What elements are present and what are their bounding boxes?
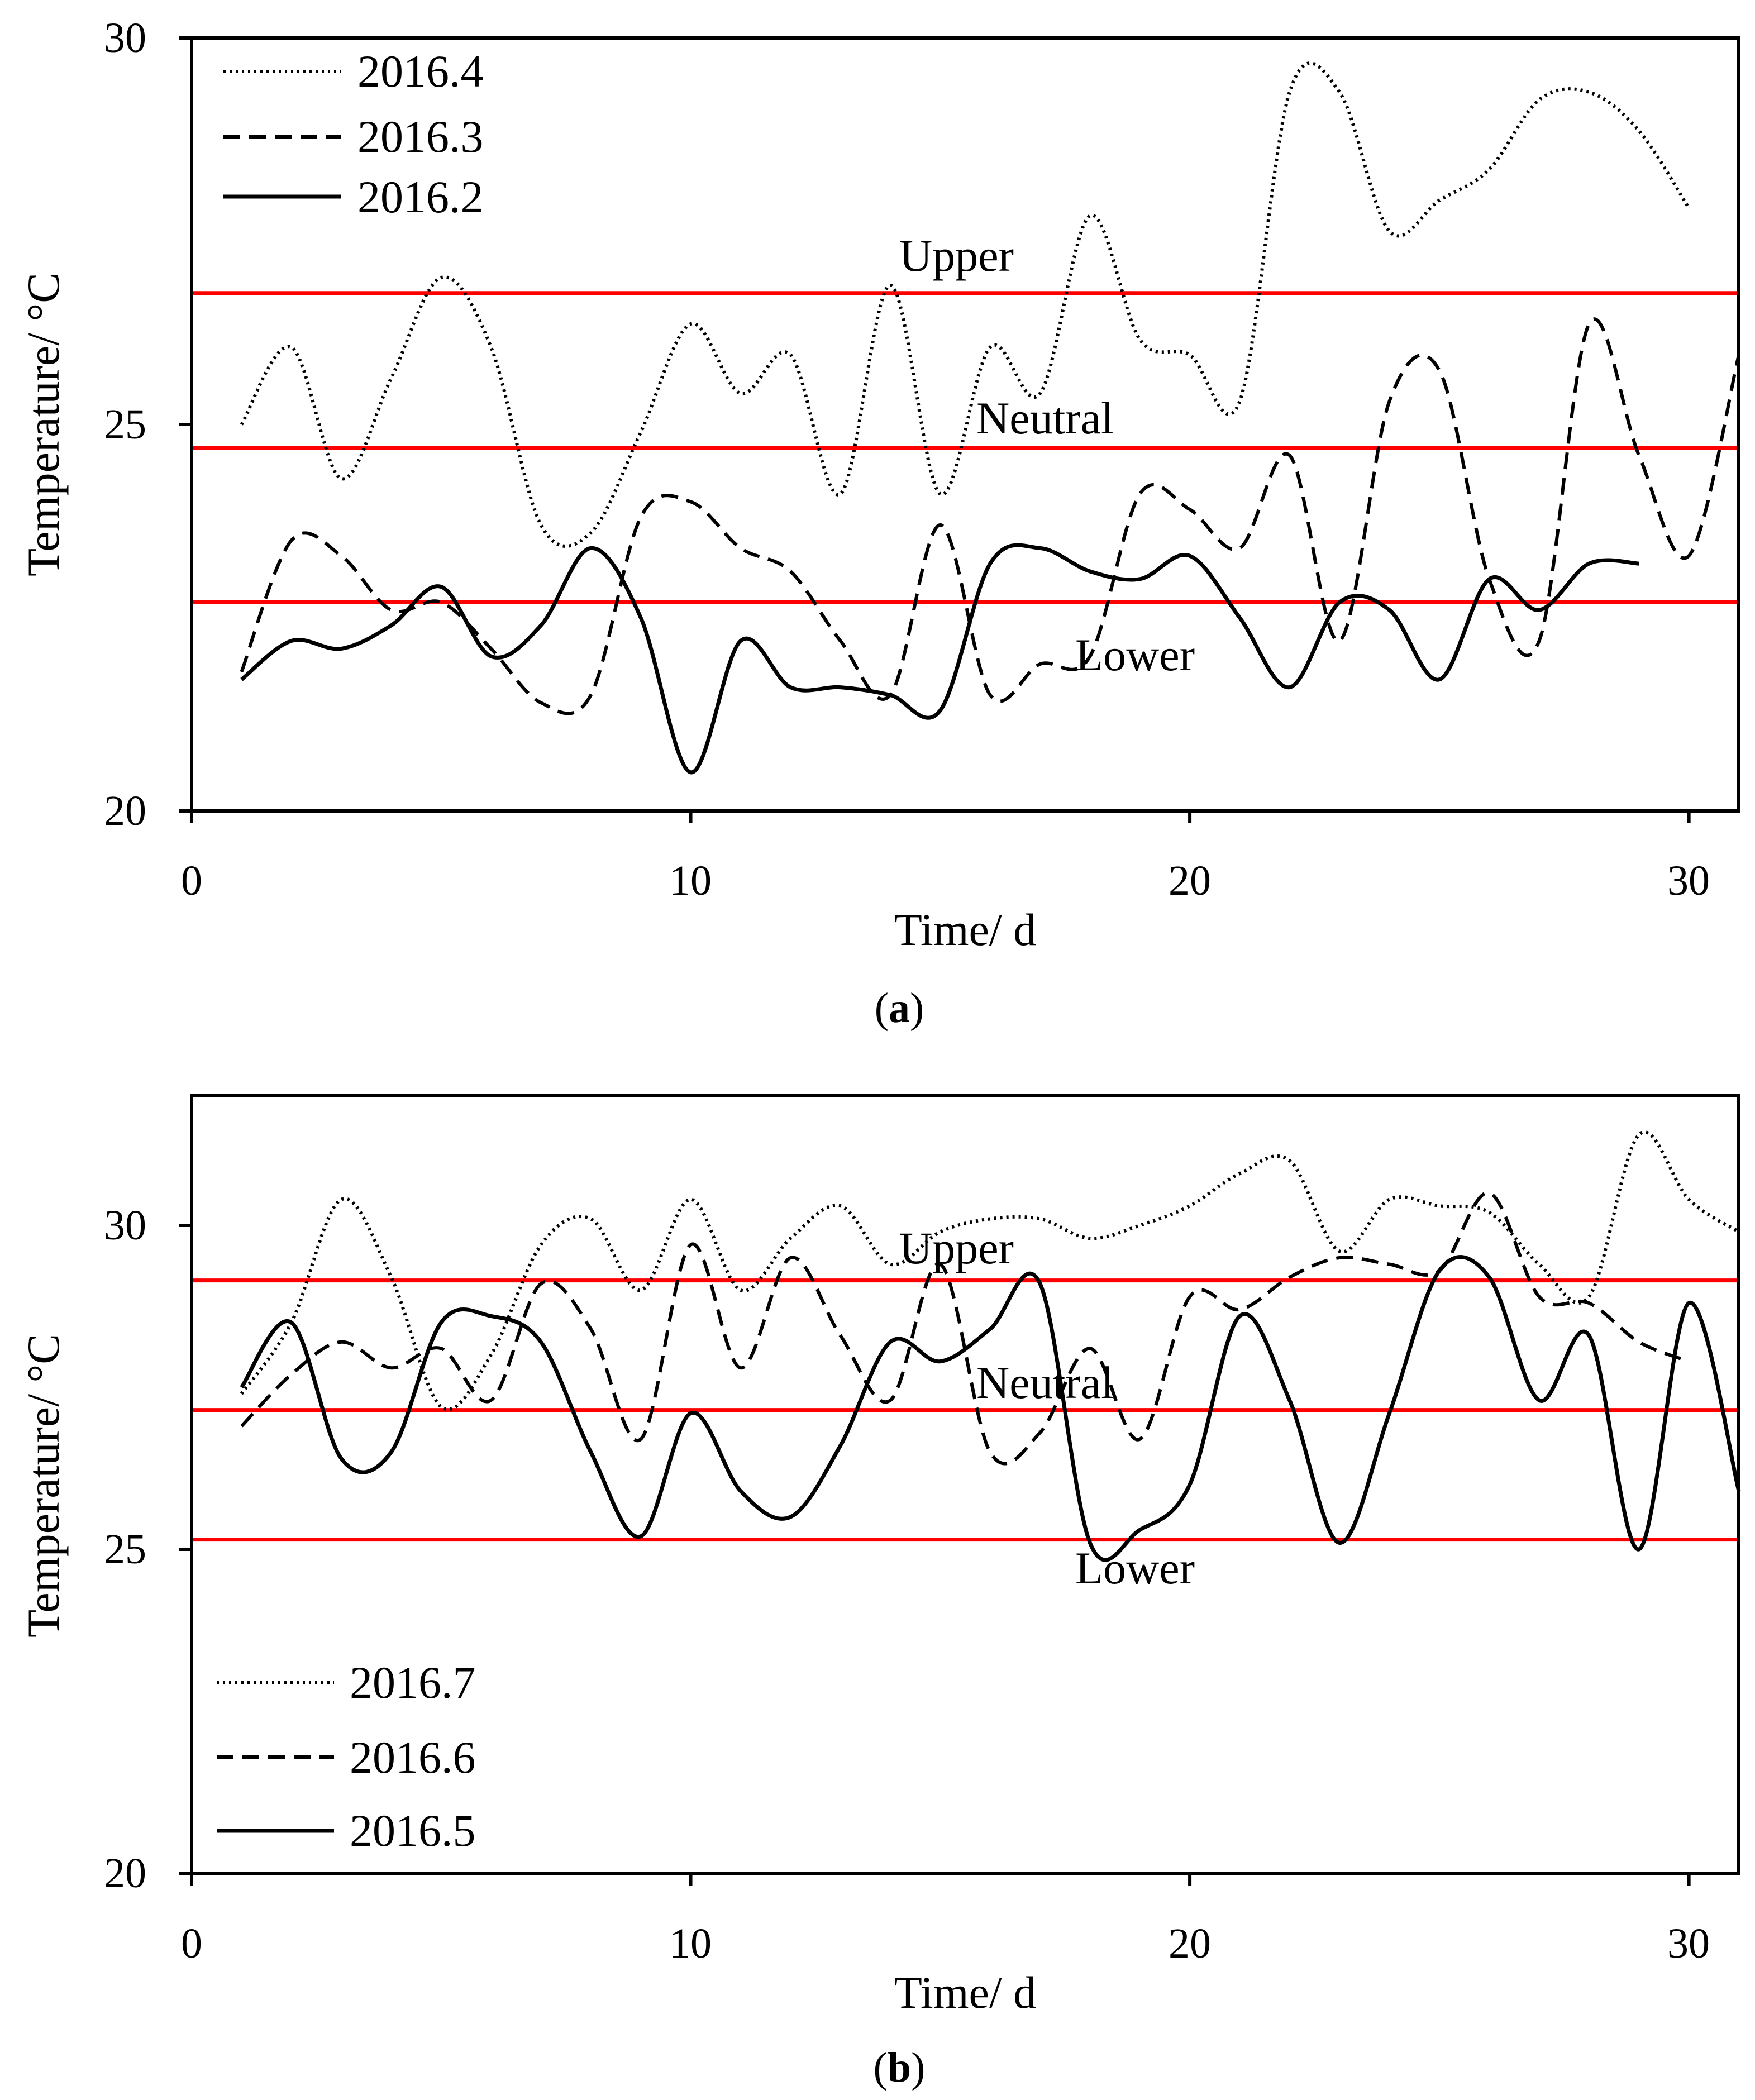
- series-line-2016.6: [240, 1191, 1690, 1466]
- legend-label: 2016.6: [350, 1732, 476, 1783]
- legend-label: 2016.3: [357, 111, 484, 162]
- caption-letter: b: [888, 2044, 911, 2091]
- x-tick-label: 20: [1169, 1920, 1211, 1967]
- x-tick-label: 0: [181, 1920, 202, 1967]
- caption-open: (: [874, 2044, 888, 2091]
- legend-label: 2016.5: [350, 1805, 476, 1856]
- comfort-lines: [192, 291, 1739, 604]
- x-axis-title: Time/ d: [894, 904, 1036, 955]
- comfort-label-upper: Upper: [899, 1223, 1014, 1273]
- x-tick-label: 10: [669, 1920, 712, 1967]
- y-tick-label: 30: [104, 1202, 146, 1249]
- y-axis-title: Temperature/ °C: [18, 273, 69, 576]
- y-axis-title: Temperature/ °C: [18, 1334, 69, 1638]
- x-tick-label: 0: [181, 857, 202, 904]
- caption-close: ): [910, 985, 924, 1032]
- comfort-label-lower: Lower: [1075, 629, 1195, 680]
- y-tick-label: 20: [104, 1850, 146, 1897]
- x-tick-label: 20: [1169, 857, 1211, 904]
- caption-open: (: [875, 985, 889, 1032]
- y-tick-label: 30: [104, 15, 146, 61]
- series-lines: [240, 61, 1740, 775]
- caption-close: ): [911, 2044, 925, 2091]
- panel-caption: (a): [875, 985, 924, 1032]
- x-tick-label: 30: [1667, 1920, 1710, 1967]
- panel-caption: (b): [874, 2044, 926, 2091]
- series-line-2016.5: [240, 1255, 1741, 1562]
- series-line-2016.2: [240, 543, 1639, 775]
- comfort-label-upper: Upper: [899, 230, 1014, 281]
- caption-letter: a: [889, 985, 910, 1032]
- x-tick-label: 10: [669, 857, 712, 904]
- comfort-label-lower: Lower: [1075, 1543, 1195, 1593]
- x-axis-title: Time/ d: [894, 1967, 1036, 2018]
- comfort-lines: [192, 1278, 1739, 1542]
- comfort-label-neutral: Neutral: [976, 1357, 1114, 1408]
- comfort-label-neutral: Neutral: [976, 393, 1114, 443]
- y-tick-label: 20: [104, 787, 146, 834]
- legend-label: 2016.4: [357, 46, 484, 97]
- panel-b: 20 25 30 0 10 20 30 Time/ d Temperature/…: [18, 1094, 1741, 2091]
- panel-a: 20 25 30 0 10 20 30 Time/ d Temperature/…: [18, 15, 1740, 1032]
- y-tick-label: 25: [104, 1526, 146, 1573]
- x-tick-label: 30: [1667, 857, 1710, 904]
- plot-frame: [190, 1094, 1740, 1875]
- legend-label: 2016.2: [357, 171, 484, 222]
- legend-label: 2016.7: [350, 1657, 476, 1708]
- series-line-2016.3: [240, 317, 1740, 715]
- tick-marks: [179, 1224, 1691, 1886]
- y-tick-label: 25: [104, 401, 146, 448]
- series-lines: [240, 1130, 1741, 1562]
- tick-marks: [179, 36, 1691, 823]
- series-line-2016.7: [240, 1130, 1740, 1411]
